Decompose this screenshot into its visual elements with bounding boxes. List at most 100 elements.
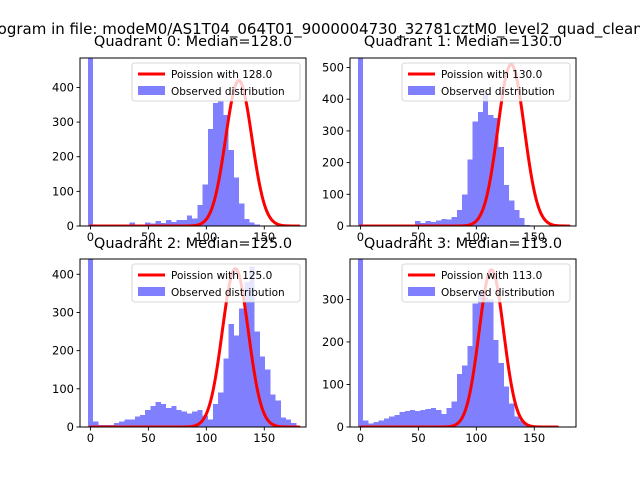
histogram-bar [181, 220, 187, 226]
plot-area-3 [357, 259, 559, 427]
histogram-bar [441, 219, 447, 226]
histogram-bar [254, 331, 260, 427]
histogram-bar [265, 369, 271, 427]
histogram-bar [286, 419, 292, 427]
panel-title-1: Quadrant 1: Median=130.0 [363, 34, 563, 50]
histogram-bar [383, 418, 390, 427]
x-tick-label: 50 [141, 431, 156, 445]
histogram-bar [129, 222, 135, 226]
histogram-bar [462, 365, 468, 427]
y-tick-label: 300 [322, 292, 344, 306]
histogram-bar [415, 410, 421, 427]
y-tick-label: 300 [322, 124, 344, 138]
histogram-bar [197, 205, 203, 226]
histogram-bar [394, 415, 400, 427]
x-tick-label: 0 [357, 230, 364, 244]
y-tick-label: 0 [337, 219, 344, 233]
x-tick-label: 100 [195, 230, 217, 244]
histogram-bar [409, 409, 416, 427]
poisson-line [88, 267, 301, 427]
histogram-bar [514, 210, 520, 226]
axes-frame [349, 258, 577, 428]
panel-title-0: Quadrant 0: Median=128.0 [93, 34, 293, 50]
histogram-bar [249, 266, 255, 427]
histogram-bar [436, 220, 442, 226]
histogram-bar [212, 404, 219, 427]
y-tick-label: 200 [52, 150, 74, 164]
y-tick-label: 400 [52, 267, 74, 281]
histogram-bar [202, 415, 208, 427]
histogram-bar [223, 358, 229, 427]
chart-panel-1: 0 50 100 150 0 100 200 300 400 500 Poission with 1… [322, 57, 577, 244]
poisson-line [88, 79, 301, 226]
legend-3: Poission with 113.0 Observed distribution [401, 263, 571, 303]
histogram-bar [425, 221, 431, 226]
histogram-bar [202, 184, 208, 226]
y-tick-label: 500 [322, 61, 344, 75]
legend-label-poisson: Poission with 130.0 [441, 69, 542, 81]
histogram-bar [456, 373, 463, 427]
legend-label-poisson: Poission with 113.0 [441, 270, 542, 282]
x-tick-label: 100 [195, 431, 217, 445]
histogram-bar [218, 392, 224, 427]
x-tick-label: 150 [523, 230, 545, 244]
histogram-bar [239, 203, 245, 226]
legend-label-observed: Observed distribution [441, 287, 555, 299]
histogram-bar [87, 58, 94, 226]
x-tick-label: 50 [411, 431, 426, 445]
histogram-bar [139, 414, 146, 427]
histogram-bar [368, 423, 374, 427]
x-tick-label: 0 [87, 230, 94, 244]
y-tick-label: 400 [322, 92, 344, 106]
panel-title-2: Quadrant 2: Median=125.0 [93, 236, 293, 252]
histogram-bar [186, 413, 193, 427]
histogram-bar [498, 146, 504, 226]
x-tick-label: 150 [523, 431, 545, 445]
y-tick-label: 100 [52, 382, 74, 396]
x-tick-label: 150 [253, 431, 275, 445]
histogram-bar [420, 409, 426, 427]
y-tick-label: 400 [52, 80, 74, 94]
x-tick-label: 0 [357, 431, 364, 445]
histogram-bar [259, 356, 266, 427]
histogram-bar [166, 407, 172, 427]
y-tick-label: 100 [52, 184, 74, 198]
histogram-bar [228, 323, 234, 427]
histogram-bar [482, 297, 489, 427]
histogram-bar [493, 339, 499, 427]
histogram-bar [239, 308, 245, 427]
histogram-bar [192, 218, 198, 226]
histogram-bar [430, 407, 437, 427]
histogram-bar [399, 412, 405, 427]
histogram-bar [482, 92, 489, 226]
x-tick-label: 100 [465, 431, 487, 445]
legend-bar-swatch [138, 86, 165, 95]
histogram-bar [150, 406, 156, 427]
histogram-bar [451, 217, 457, 226]
poisson-line [358, 268, 559, 427]
histogram-bar [357, 58, 364, 226]
histogram-bar [456, 210, 463, 226]
histogram-bar [207, 419, 213, 427]
histogram-bar [254, 224, 260, 226]
y-tick-label: 200 [52, 344, 74, 358]
histogram-bar [488, 299, 494, 427]
legend-1: Poission with 130.0 Observed distribution [401, 62, 571, 102]
legend-2: Poission with 125.0 Observed distribution [131, 263, 301, 303]
histogram-bar [233, 177, 240, 226]
histogram-bar [233, 335, 240, 427]
histogram-bar [171, 221, 177, 226]
figure-title: Histogram in file: modeM0/AS1T04_064T01_… [0, 20, 640, 38]
y-tick-label: 0 [337, 420, 344, 434]
histogram-bar [514, 416, 520, 427]
histogram-bar [87, 259, 94, 427]
axes-frame [79, 57, 307, 227]
histogram-bar [93, 421, 99, 427]
legend-box [401, 62, 571, 102]
histogram-bar [181, 411, 187, 427]
plot-area-0 [87, 58, 301, 226]
histogram-bar [275, 400, 281, 427]
histogram-bar [420, 222, 426, 226]
legend-0: Poission with 128.0 Observed distribution [131, 62, 301, 102]
histogram-bar [223, 115, 229, 226]
